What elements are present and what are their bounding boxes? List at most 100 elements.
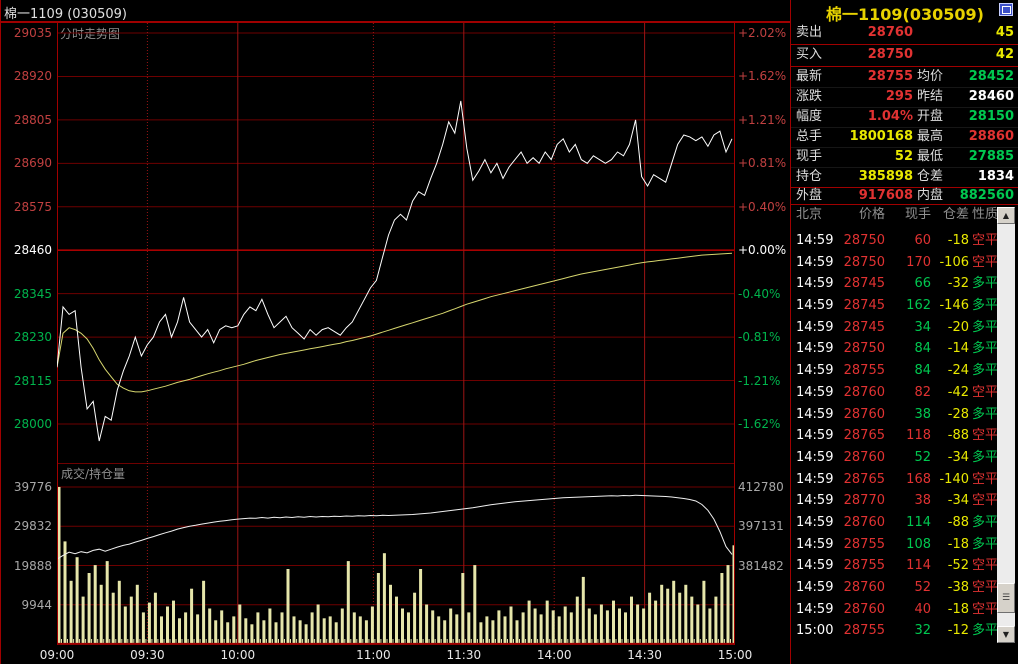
minute-tick	[473, 639, 475, 644]
minute-tick	[537, 639, 539, 644]
volume-bar	[593, 614, 597, 644]
volume-bar	[539, 614, 543, 644]
minute-tick	[208, 639, 210, 644]
trade-price: 28760	[843, 580, 885, 595]
trade-row[interactable]: 14:59 28750 84 -14 多平	[791, 338, 997, 360]
volume-bar	[527, 600, 531, 644]
volume-bar	[642, 608, 646, 644]
volume-bar	[238, 604, 242, 644]
trade-time: 14:59	[796, 449, 834, 465]
minute-tick	[250, 639, 252, 644]
minute-tick	[229, 639, 231, 644]
trade-row[interactable]: 14:59 28765 168 -140 空平	[791, 469, 997, 491]
volume-open-interest-chart[interactable]	[57, 463, 735, 645]
trade-row[interactable]: 14:59 28755 108 -18 多平	[791, 534, 997, 556]
trade-price: 28770	[843, 493, 885, 509]
minute-tick	[642, 639, 644, 644]
volume-bar	[202, 580, 206, 644]
minute-tick	[151, 639, 153, 644]
trade-row[interactable]: 14:59 28750 60 -18 空平	[791, 230, 997, 252]
scroll-down-button[interactable]: ▼	[997, 626, 1015, 643]
volume-bar	[581, 576, 585, 644]
trade-position-diff: -88	[947, 428, 969, 444]
trade-row[interactable]: 14:59 28755 114 -52 空平	[791, 555, 997, 577]
trade-volume: 66	[914, 276, 931, 292]
trade-row[interactable]: 14:59 28745 162 -146 多平	[791, 295, 997, 317]
minute-tick	[699, 639, 701, 644]
trade-list-scrollbar[interactable]: ▲ ☰ ▼	[997, 207, 1015, 643]
trade-row[interactable]: 14:59 28750 170 -106 空平	[791, 252, 997, 274]
volume-bar	[660, 584, 664, 644]
minute-tick	[290, 639, 291, 644]
bid-label: 买入	[796, 47, 823, 62]
minute-tick	[630, 639, 632, 644]
minute-tick	[501, 639, 502, 644]
volume-bar	[551, 610, 555, 644]
trade-volume: 40	[914, 601, 931, 617]
trade-time: 14:59	[796, 319, 834, 335]
minute-tick	[407, 639, 409, 644]
restore-window-icon[interactable]	[999, 3, 1013, 16]
volume-bar	[376, 573, 380, 644]
trade-row[interactable]: 14:59 28745 34 -20 多平	[791, 317, 997, 339]
quote-stats-row: 总手 1800168 最高 28860	[791, 127, 1018, 148]
volume-bar	[250, 624, 254, 644]
trade-volume: 162	[906, 298, 931, 314]
trade-row[interactable]: 14:59 28760 52 -34 多平	[791, 447, 997, 469]
trade-row[interactable]: 14:59 28745 66 -32 多平	[791, 273, 997, 295]
quote-stats-row: 幅度 1.04% 开盘 28150	[791, 107, 1018, 128]
outer-value: 917608	[858, 188, 913, 203]
trade-row[interactable]: 15:00 28755 32 -12 多平	[791, 620, 997, 642]
minute-tick	[669, 639, 671, 644]
open-interest-axis-label: 397131	[738, 519, 784, 534]
trade-volume: 168	[906, 471, 931, 487]
trade-volume: 32	[914, 623, 931, 639]
minute-tick	[488, 639, 490, 644]
percent-axis-label: -0.81%	[738, 330, 781, 345]
stat-value: 385898	[858, 169, 913, 184]
trade-position-diff: -52	[947, 558, 969, 574]
volume-bar	[612, 600, 615, 644]
minute-tick	[452, 639, 454, 644]
volume-bar	[563, 606, 567, 644]
trade-row[interactable]: 14:59 28760 114 -88 多平	[791, 512, 997, 534]
volume-bar	[605, 610, 609, 644]
volume-bar	[274, 622, 278, 644]
trade-row[interactable]: 14:59 28760 38 -28 多平	[791, 404, 997, 426]
percent-axis-label: -0.40%	[738, 286, 781, 301]
volume-bar	[81, 596, 85, 644]
price-axis-label: 28230	[13, 330, 52, 345]
trade-row[interactable]: 14:59 28760 52 -38 空平	[791, 577, 997, 599]
minute-tick	[341, 639, 343, 644]
trade-row[interactable]: 14:59 28765 118 -88 空平	[791, 425, 997, 447]
minute-tick	[446, 639, 448, 644]
trade-row[interactable]: 14:59 28770 38 -34 空平	[791, 490, 997, 512]
trade-header-cell: 现手	[904, 207, 931, 222]
intraday-price-chart[interactable]	[57, 23, 735, 463]
volume-bar	[491, 620, 495, 644]
minute-tick	[567, 639, 569, 644]
trade-row[interactable]: 14:59 28755 84 -24 多平	[791, 360, 997, 382]
scroll-up-button[interactable]: ▲	[997, 207, 1015, 224]
volume-bar	[666, 588, 670, 644]
trade-row[interactable]: 14:59 28760 40 -18 空平	[791, 599, 997, 621]
stat-label: 最低	[917, 149, 944, 164]
scrollbar-thumb[interactable]: ☰	[997, 583, 1015, 613]
minute-tick	[618, 639, 620, 644]
volume-bar	[178, 618, 181, 644]
stat-value: 28460	[968, 89, 1014, 104]
minute-tick	[121, 639, 123, 644]
volume-bar	[455, 614, 459, 644]
minute-tick	[211, 639, 213, 644]
trade-price: 28750	[843, 254, 885, 270]
minute-tick	[76, 639, 78, 644]
volume-bar	[431, 610, 435, 644]
volume-bar	[172, 600, 175, 644]
ask-price: 28760	[867, 25, 913, 40]
trade-position-diff: -20	[947, 319, 969, 335]
minute-tick	[130, 639, 132, 644]
volume-bar	[684, 584, 688, 644]
stat-label: 幅度	[796, 109, 823, 124]
minute-tick	[570, 639, 572, 644]
trade-row[interactable]: 14:59 28760 82 -42 空平	[791, 382, 997, 404]
